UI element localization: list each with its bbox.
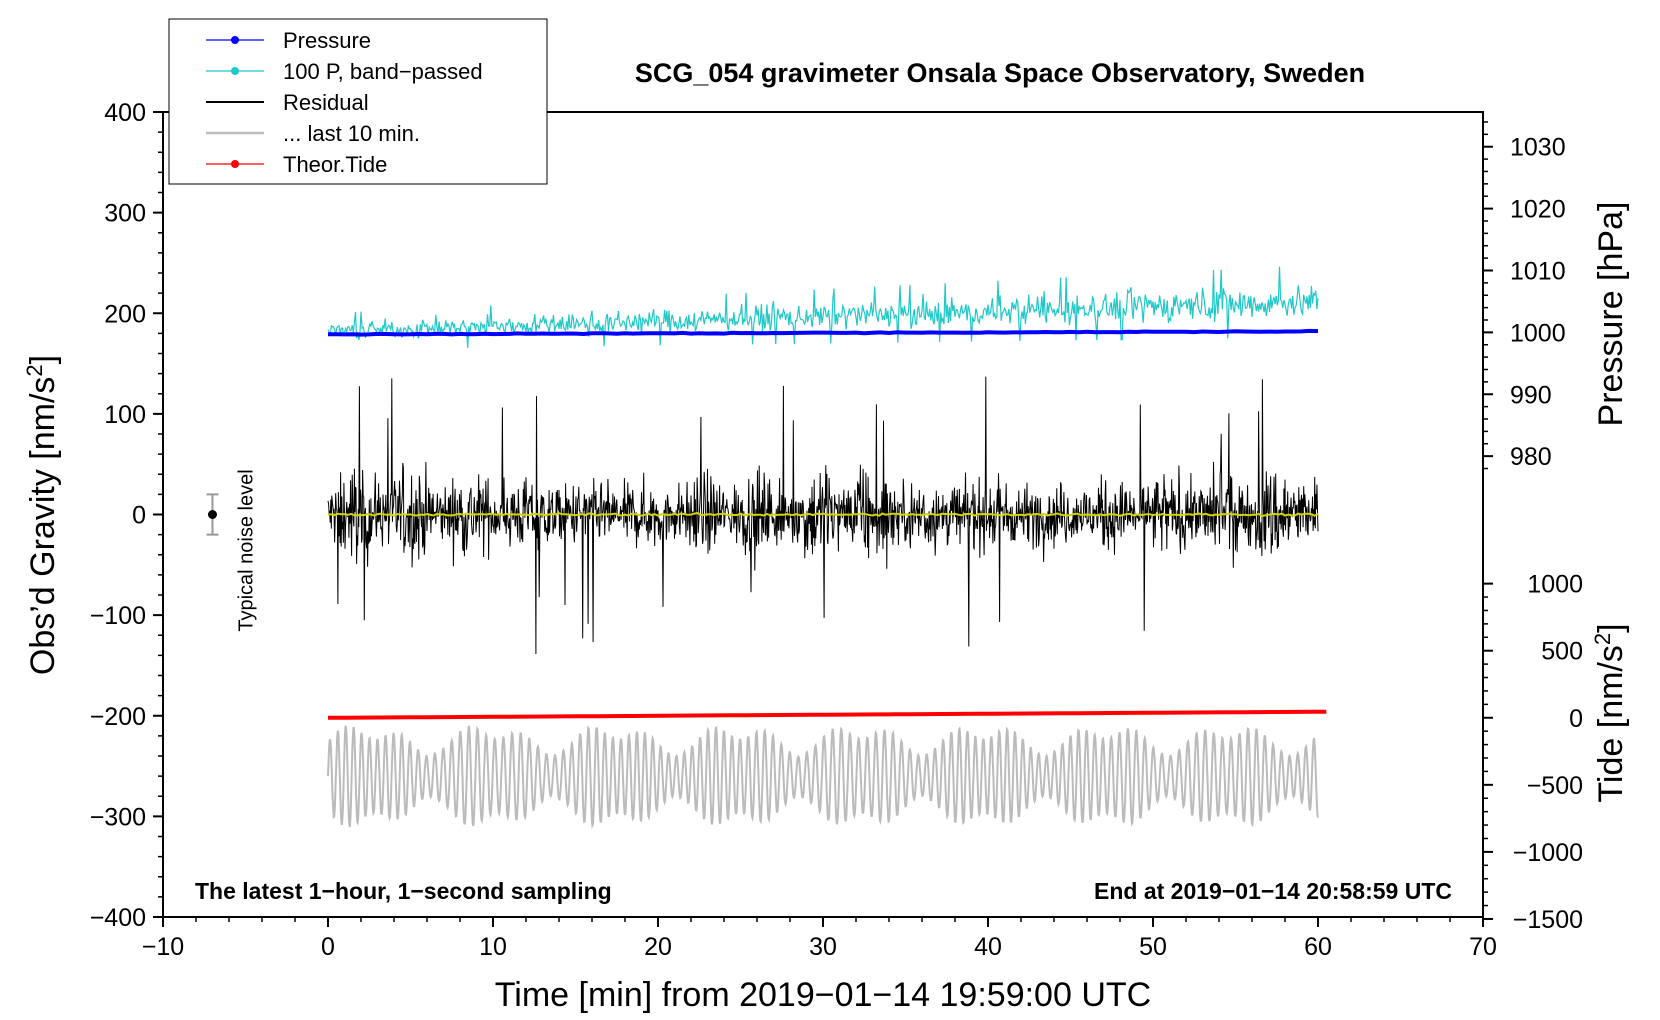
y-tick-label: 0: [132, 502, 146, 530]
pressure-tick-label: 1000: [1510, 319, 1566, 347]
y-tick-label: 200: [104, 300, 146, 328]
pressure-bandpassed-series: [327, 266, 1319, 348]
y-tick-label: 400: [104, 99, 146, 127]
y-tick-label: −200: [90, 703, 146, 731]
chart-title: SCG_054 gravimeter Onsala Space Observat…: [635, 58, 1365, 88]
x-tick-label: 10: [479, 933, 507, 961]
label-part: ]: [24, 355, 62, 364]
y-axis-gravity: 400 300 200 100 0 −100 −200 −300 −400: [90, 99, 163, 932]
last-10-min-series: [327, 725, 1319, 829]
legend-marker: [231, 160, 239, 168]
tide-tick-label: 1000: [1527, 571, 1583, 599]
label-part: Tide [nm/s: [1592, 645, 1630, 802]
y-tick-label: 300: [104, 200, 146, 228]
x-tick-label: −10: [142, 933, 184, 961]
x-tick-label: 50: [1139, 933, 1167, 961]
legend-label: 100 P, band−passed: [283, 59, 483, 84]
legend-label: Theor.Tide: [283, 152, 387, 177]
pressure-tick-label: 990: [1510, 381, 1552, 409]
x-axis: −10 0 10 20 30 40 50 60 70: [142, 917, 1497, 961]
legend: Pressure 100 P, band−passed Residual ... la…: [168, 18, 548, 185]
y-tick-label: −100: [90, 602, 146, 630]
tide-tick-label: −1500: [1513, 906, 1583, 934]
label-part: Obs’d Gravity [nm/s: [24, 377, 62, 676]
pressure-tick-label: 1030: [1510, 134, 1566, 162]
legend-marker: [231, 36, 239, 44]
x-tick-label: 20: [644, 933, 672, 961]
pressure-tick-label: 1010: [1510, 257, 1566, 285]
x-tick-label: 40: [974, 933, 1002, 961]
tide-tick-label: 0: [1569, 705, 1583, 733]
pressure-series: [328, 328, 1319, 337]
x-tick-label: 60: [1304, 933, 1332, 961]
tide-tick-label: −500: [1527, 772, 1583, 800]
legend-label: Pressure: [283, 28, 371, 53]
y-axis-pressure: 1030 1020 1010 1000 990 980: [1483, 121, 1566, 471]
noise-level-label: Typical noise level: [236, 469, 258, 631]
y-tick-label: −400: [90, 904, 146, 932]
y-tick-label: −300: [90, 803, 146, 831]
tide-tick-label: 500: [1541, 638, 1583, 666]
end-time-note: End at 2019−01−14 20:58:59 UTC: [1094, 878, 1452, 904]
superscript: 2: [1590, 633, 1615, 645]
legend-marker: [231, 67, 239, 75]
y-axis-title: Obs’d Gravity [nm/s2]: [22, 355, 63, 675]
pressure-tick-label: 980: [1510, 443, 1552, 471]
label-part: ]: [1592, 623, 1630, 632]
residual-series: [327, 376, 1319, 655]
y-axis-tide: 1000 500 0 −500 −1000 −1500: [1483, 571, 1583, 934]
superscript: 2: [22, 364, 47, 376]
noise-bar-center: [208, 510, 217, 519]
x-tick-label: 30: [809, 933, 837, 961]
legend-label: ... last 10 min.: [283, 121, 420, 146]
pressure-tick-label: 1020: [1510, 196, 1566, 224]
residual-mean-series: [328, 511, 1319, 517]
tide-axis-title: Tide [nm/s2]: [1590, 623, 1631, 802]
x-axis-title: Time [min] from 2019−01−14 19:59:00 UTC: [495, 976, 1151, 1014]
x-tick-label: 70: [1469, 933, 1497, 961]
sampling-note: The latest 1−hour, 1−second sampling: [195, 878, 612, 904]
theoretical-tide-series: [327, 709, 1327, 720]
y-tick-label: 100: [104, 401, 146, 429]
pressure-axis-title: Pressure [hPa]: [1592, 202, 1630, 427]
x-tick-label: 0: [321, 933, 335, 961]
noise-level-indicator: [206, 493, 219, 536]
tide-tick-label: −1000: [1513, 839, 1583, 867]
legend-label: Residual: [283, 90, 369, 115]
